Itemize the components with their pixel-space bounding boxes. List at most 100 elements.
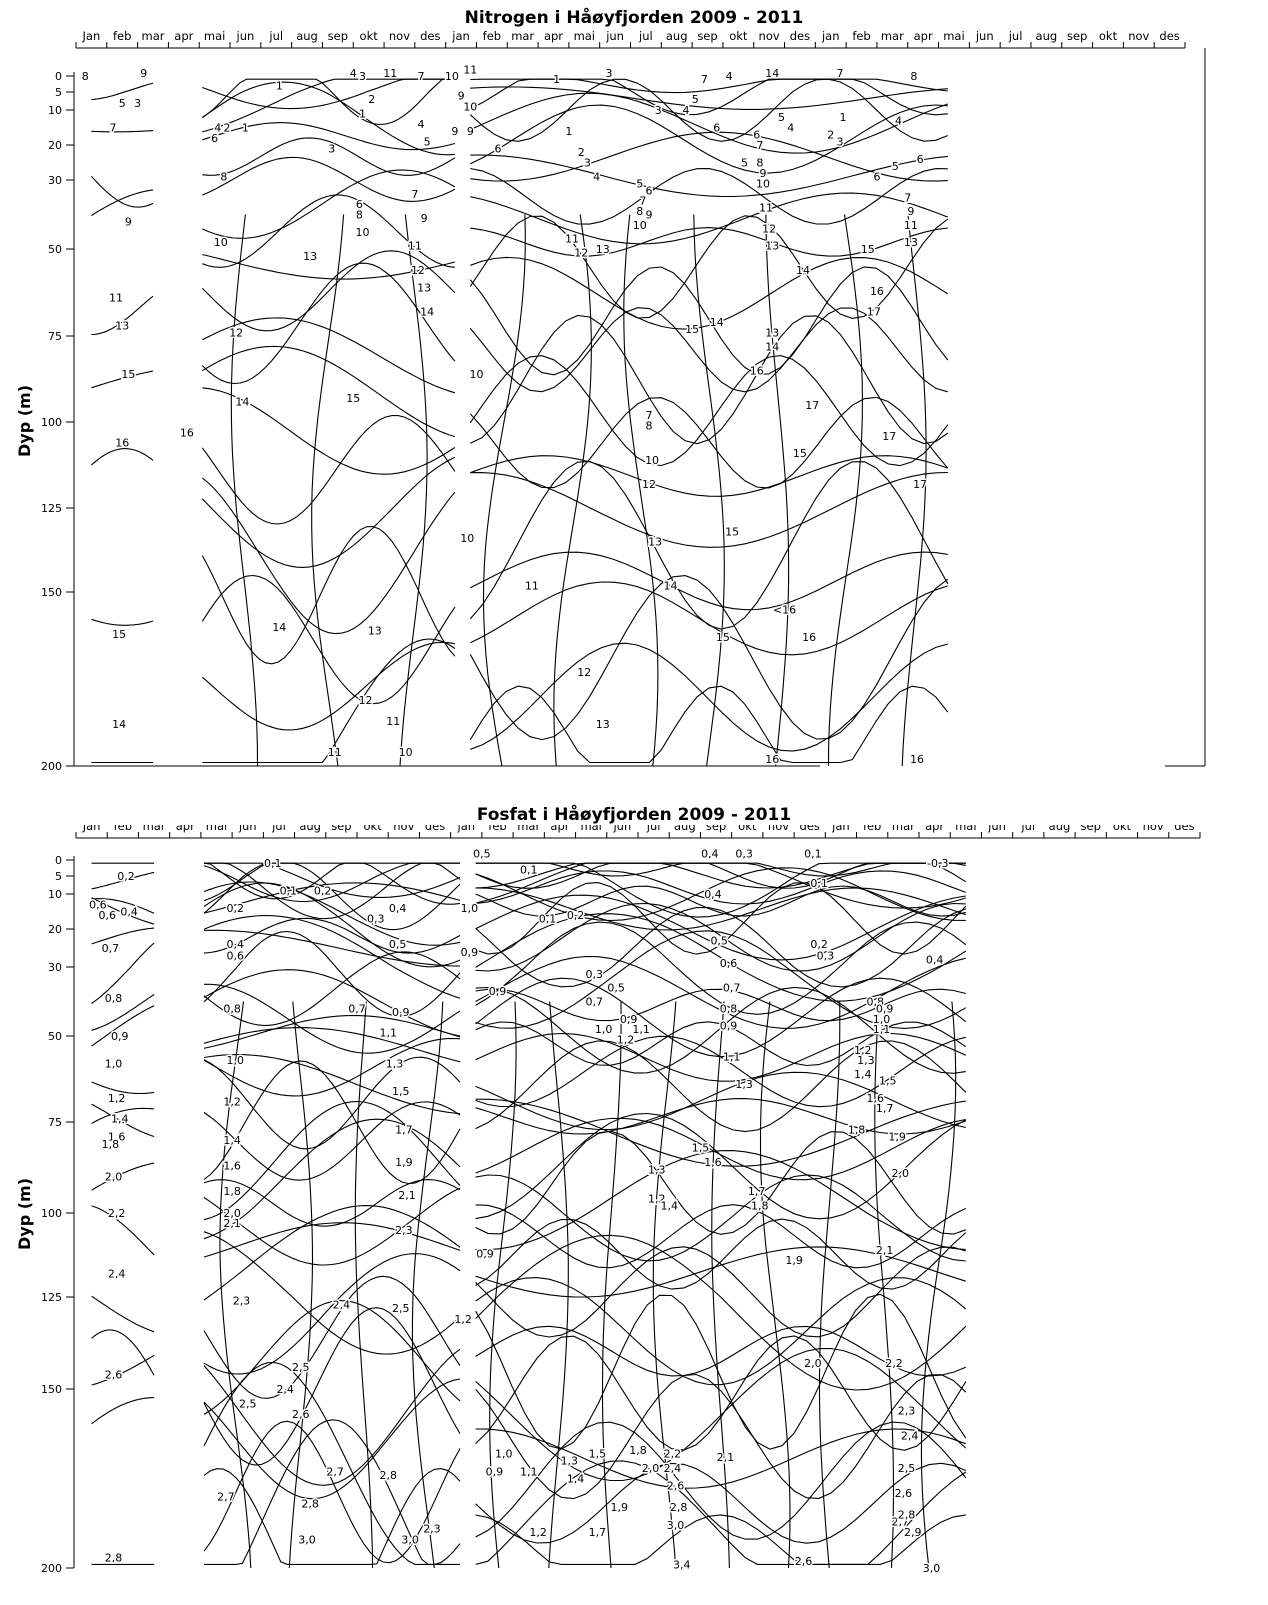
month-label: feb bbox=[483, 29, 501, 43]
contour-value-label: 8 bbox=[756, 157, 763, 170]
contour-value-label: 2,0 bbox=[105, 1171, 123, 1184]
contour-value-label: 5 bbox=[119, 97, 126, 110]
contour-value-label: 15 bbox=[685, 323, 699, 336]
month-label: des bbox=[1159, 29, 1179, 43]
contour-value-label: 1,2 bbox=[223, 1095, 241, 1108]
month-label: jun bbox=[612, 825, 631, 833]
contour-value-label: 1,6 bbox=[108, 1131, 126, 1144]
contour-line bbox=[202, 78, 455, 133]
contour-value-label: 1,9 bbox=[395, 1156, 413, 1169]
contour-line bbox=[475, 1174, 966, 1262]
contour-value-label: 9 bbox=[467, 125, 474, 138]
phosphate-contour-chart: Jan feb mar apr mai jun jul aug sep okt nov des jan f… bbox=[15, 825, 1201, 1577]
contour-line bbox=[91, 1295, 155, 1333]
contour-value-label: 13 bbox=[765, 327, 779, 340]
contour-value-label: 9 bbox=[759, 167, 766, 180]
contour-value-label: 0,5 bbox=[473, 848, 491, 861]
contour-value-label: 11 bbox=[565, 233, 579, 246]
contour-value-label: 0,1 bbox=[520, 864, 538, 877]
contour-value-label: 4 bbox=[593, 171, 600, 184]
contour-value-label: 15 bbox=[112, 628, 126, 641]
contour-value-label: 0,9 bbox=[620, 1013, 638, 1026]
month-label: mar bbox=[143, 825, 166, 833]
contour-value-label: 10 bbox=[633, 219, 647, 232]
contour-line bbox=[203, 862, 461, 900]
depth-tick-label: 125 bbox=[41, 1291, 62, 1304]
contour-value-label: 3 bbox=[359, 70, 366, 83]
contour-line bbox=[475, 1112, 967, 1220]
contour-value-label: 1,8 bbox=[629, 1444, 647, 1457]
contour-value-label: 2,2 bbox=[885, 1357, 903, 1370]
contour-value-label: 13 bbox=[596, 243, 610, 256]
contour-value-label: 1,2 bbox=[108, 1092, 126, 1105]
contour-value-label: 1,3 bbox=[648, 1163, 666, 1176]
contour-value-label: 0,8 bbox=[223, 1002, 241, 1015]
contour-line bbox=[91, 130, 154, 133]
contour-value-label: 2,5 bbox=[292, 1361, 310, 1374]
contour-value-label: 12 bbox=[229, 327, 243, 340]
depth-tick-label: 200 bbox=[41, 1562, 62, 1575]
contour-line bbox=[202, 169, 456, 239]
contour-line bbox=[475, 1234, 967, 1391]
contour-line bbox=[203, 862, 461, 905]
contour-value-label: 1,4 bbox=[111, 1113, 129, 1126]
contour-value-label: 1,3 bbox=[386, 1058, 404, 1071]
contour-value-label: 0,2 bbox=[314, 884, 332, 897]
contour-line bbox=[230, 214, 259, 767]
contour-line bbox=[91, 1005, 155, 1047]
contour-value-label: 2,1 bbox=[223, 1217, 241, 1230]
contour-value-label: 2 bbox=[368, 93, 375, 106]
contour-line bbox=[311, 214, 345, 767]
contour-line bbox=[475, 862, 966, 889]
contour-value-label: 1 bbox=[553, 73, 560, 86]
contour-value-label: 1,8 bbox=[848, 1123, 866, 1136]
contour-value-label: 1,6 bbox=[223, 1160, 241, 1173]
contour-value-label: 1,5 bbox=[879, 1075, 897, 1088]
contour-value-label: 3 bbox=[605, 67, 612, 80]
contour-value-label: 8 bbox=[910, 70, 917, 83]
contour-value-label: 2,6 bbox=[667, 1480, 685, 1493]
month-label: mar bbox=[511, 29, 534, 43]
depth-tick-label: 150 bbox=[41, 1383, 62, 1396]
contour-line bbox=[201, 456, 456, 568]
contour-lines bbox=[90, 78, 949, 767]
contour-value-label: 5 bbox=[892, 160, 899, 173]
month-label: des bbox=[790, 29, 810, 43]
contour-line bbox=[203, 1378, 461, 1500]
contour-value-label: 0,9 bbox=[111, 1030, 129, 1043]
contour-value-label: 11 bbox=[328, 746, 342, 759]
contour-line bbox=[201, 250, 456, 332]
contour-line bbox=[470, 92, 948, 154]
nitrogen-contour-chart: Jan feb mar apr mai jun jul aug sep okt nov des jan f… bbox=[15, 29, 1206, 773]
contour-value-label: 12 bbox=[762, 222, 776, 235]
contour-line bbox=[469, 460, 949, 630]
contour-line bbox=[469, 575, 949, 741]
contour-line bbox=[920, 1001, 957, 1569]
contour-line bbox=[202, 122, 456, 151]
depth-axis-title: Dyp (m) bbox=[15, 385, 34, 457]
month-label: jun bbox=[236, 29, 255, 43]
contour-line bbox=[553, 214, 592, 767]
contour-value-label: 15 bbox=[725, 526, 739, 539]
contour-line bbox=[203, 882, 461, 968]
contour-value-label: 0,8 bbox=[105, 992, 123, 1005]
contour-line bbox=[470, 642, 948, 752]
contour-value-label: 1,9 bbox=[785, 1254, 803, 1267]
month-label: feb bbox=[113, 29, 131, 43]
contour-line bbox=[475, 930, 967, 1029]
month-label: jan bbox=[821, 29, 840, 43]
contour-value-label: 1,9 bbox=[611, 1501, 629, 1514]
contour-value-label: 1,5 bbox=[392, 1085, 410, 1098]
contour-line bbox=[475, 1150, 966, 1251]
contour-line bbox=[470, 256, 949, 330]
contour-line bbox=[818, 1001, 841, 1569]
contour-value-label: 14 bbox=[272, 621, 286, 634]
contour-line bbox=[475, 1246, 966, 1338]
contour-value-label: 2,9 bbox=[904, 1526, 922, 1539]
month-label: des bbox=[420, 29, 440, 43]
depth-axis-title: Dyp (m) bbox=[15, 1178, 34, 1250]
contour-value-label: 1,5 bbox=[692, 1141, 710, 1154]
contour-value-label: 10 bbox=[214, 236, 228, 249]
contour-value-label: 2,4 bbox=[333, 1298, 351, 1311]
contour-value-label: 12 bbox=[411, 264, 425, 277]
